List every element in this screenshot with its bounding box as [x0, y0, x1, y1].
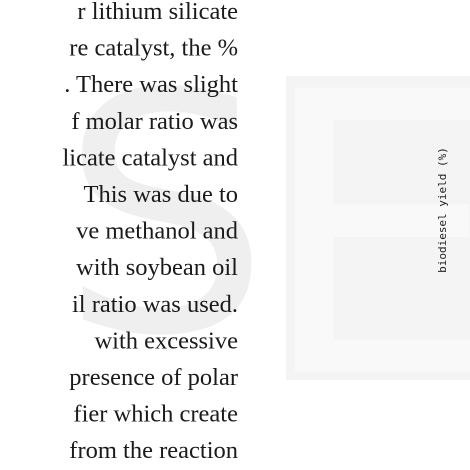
- text-line: ve methanol and: [76, 218, 238, 245]
- text-line: from the reaction: [69, 437, 238, 464]
- watermark-letter: S: [60, 24, 269, 408]
- text-line: f molar ratio was: [71, 108, 238, 135]
- watermark-block: [286, 76, 470, 380]
- text-line: with soybean oil: [76, 254, 238, 281]
- text-column: r lithium silicate re catalyst, the % . Th…: [63, 0, 239, 464]
- text-line: licate catalyst and: [63, 144, 239, 171]
- watermark-letter: E: [257, 10, 470, 464]
- axis-label: biodiesel yield (%): [436, 147, 449, 273]
- text-line: fier which create: [73, 401, 238, 428]
- text-line: il ratio was used.: [72, 291, 238, 318]
- text-line: . There was slight: [64, 71, 238, 98]
- text-line: r lithium silicate: [77, 0, 238, 25]
- text-line: This was due to: [84, 181, 238, 208]
- text-line: presence of polar: [69, 364, 238, 391]
- text-line: with excessive: [94, 327, 238, 354]
- text-line: re catalyst, the %: [69, 35, 238, 62]
